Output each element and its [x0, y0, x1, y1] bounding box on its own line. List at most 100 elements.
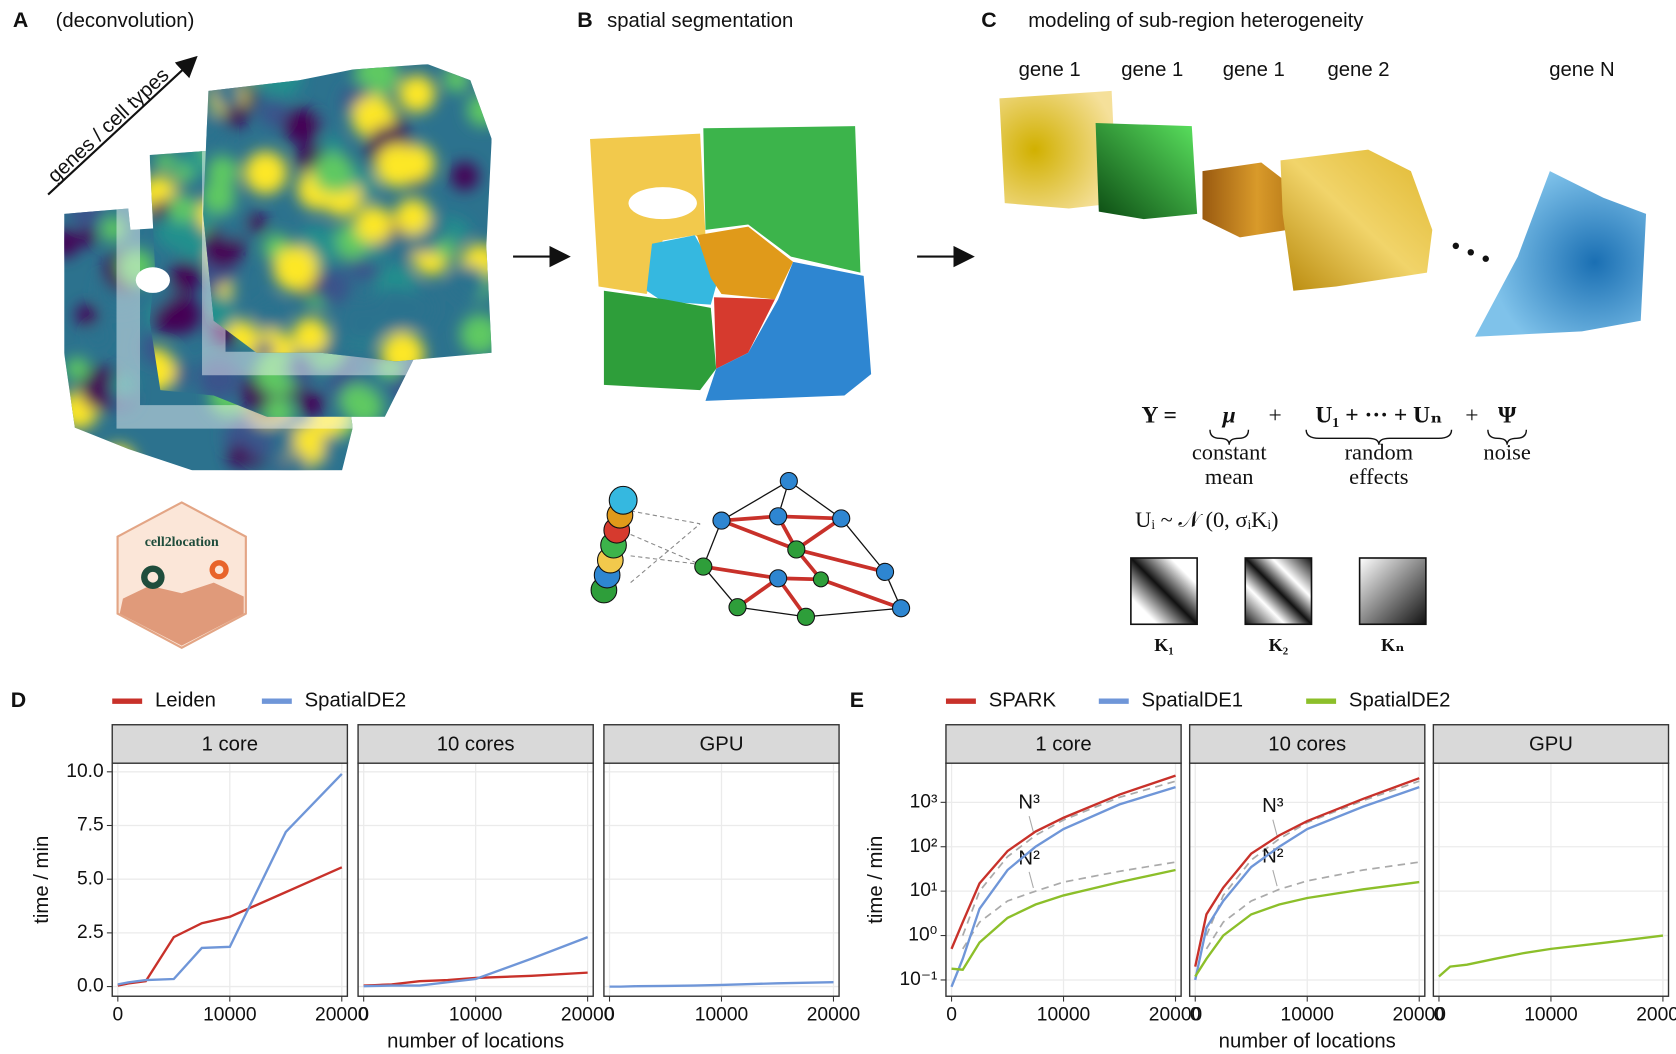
gene-label: gene 2	[1327, 59, 1389, 81]
eq-caption: effects	[1349, 464, 1408, 489]
x-tick-label: 0	[1434, 1005, 1445, 1026]
y-tick-label: 10⁰	[908, 925, 937, 946]
x-tick-label: 0	[604, 1005, 615, 1026]
heatmap-blob	[451, 162, 479, 190]
y-axis-label: time / min	[865, 836, 887, 924]
heatmap-blob	[398, 290, 436, 328]
x-tick-label: 10000	[449, 1005, 502, 1026]
heatmap-blob	[68, 191, 104, 227]
y-tick-label: 2.5	[77, 922, 104, 943]
heatmap-blob	[467, 65, 488, 86]
heatmap-blob	[244, 151, 287, 194]
heatmap-blob	[395, 198, 431, 234]
heatmap-blob	[169, 261, 201, 293]
eq-plus: +	[1269, 402, 1282, 428]
heatmap-blob	[383, 234, 412, 263]
heatmap-blob	[212, 78, 242, 108]
panel-title: (deconvolution)	[56, 10, 195, 32]
y-axis-label: time / min	[31, 836, 53, 924]
heatmap-blob	[375, 144, 419, 188]
heatmap-blob	[253, 432, 275, 454]
heatmap-blob	[286, 453, 308, 475]
gene-label: gene 1	[1019, 59, 1081, 81]
x-tick-label: 10000	[1281, 1005, 1334, 1026]
facet-title: 1 core	[1035, 733, 1091, 755]
eq-caption: noise	[1483, 439, 1530, 464]
heatmap-blob	[260, 56, 302, 98]
heatmap-blob	[76, 304, 98, 326]
legend-label: Leiden	[155, 690, 216, 712]
x-tick-label: 0	[1190, 1005, 1201, 1026]
heatmap-blob	[194, 116, 225, 147]
panel-label: B	[577, 8, 592, 32]
eq-random: U₁ + ··· + Uₙ	[1315, 402, 1442, 428]
panel-title: modeling of sub-region heterogeneity	[1028, 10, 1364, 32]
x-axis-label: number of locations	[387, 1031, 564, 1053]
facet-title: GPU	[1529, 733, 1573, 755]
heatmap-blob	[313, 153, 353, 193]
heatmap-blob	[460, 314, 500, 354]
x-tick-label: 0	[112, 1005, 123, 1026]
graph-diagram	[591, 472, 910, 625]
heatmap-blob	[247, 213, 267, 233]
annotation: N³	[1262, 795, 1284, 817]
facet-title: 1 core	[202, 733, 258, 755]
y-tick-label: 7.5	[77, 815, 104, 836]
heatmap-blob	[227, 445, 250, 468]
facet-title: 10 cores	[1268, 733, 1346, 755]
heatmap-blob	[51, 437, 77, 463]
heatmap-blob	[101, 445, 135, 479]
hole	[136, 267, 170, 293]
gene-label: gene N	[1549, 59, 1614, 81]
eq-plus: +	[1465, 402, 1478, 428]
heatmap-layer	[189, 45, 501, 376]
y-tick-label: 10²	[910, 836, 938, 857]
heatmap-blob	[207, 156, 238, 187]
eq-caption: constant	[1192, 439, 1268, 464]
heatmap-blob	[174, 164, 193, 183]
heatmap-blob	[298, 391, 324, 417]
facet-title: 10 cores	[437, 733, 515, 755]
kernel-label: Kₙ	[1381, 635, 1405, 655]
x-tick-label: 10000	[203, 1005, 256, 1026]
heatmap-blob	[169, 195, 197, 223]
x-tick-label: 10000	[1524, 1005, 1577, 1026]
heatmap-blob	[444, 67, 469, 92]
y-tick-label: 0.0	[77, 976, 104, 997]
panel-label: D	[11, 688, 26, 712]
y-tick-label: 10⁻¹	[899, 969, 937, 990]
x-tick-label: 20000	[807, 1005, 860, 1026]
y-tick-label: 5.0	[77, 868, 104, 889]
heatmap-blob	[292, 318, 328, 354]
eq-noise: Ψ	[1498, 402, 1517, 428]
legend-label: SPARK	[989, 690, 1057, 712]
x-tick-label: 10000	[695, 1005, 748, 1026]
heatmap-blob	[273, 246, 318, 291]
heatmap-blob	[77, 227, 97, 247]
eq-prior: Uᵢ ~ 𝒩 (0, σᵢKᵢ)	[1135, 507, 1278, 532]
y-tick-label: 10.0	[66, 761, 103, 782]
kernel-label: K₁	[1154, 635, 1174, 655]
segmentation-map	[590, 126, 871, 401]
eq-mean: μ	[1222, 402, 1236, 428]
logo-text: cell2location	[145, 535, 219, 550]
kernel-label: K₂	[1269, 635, 1289, 655]
kernel	[1131, 558, 1197, 624]
y-tick-label: 10¹	[910, 880, 938, 901]
facet-title: GPU	[700, 733, 744, 755]
legend-label: SpatialDE2	[305, 690, 407, 712]
heatmap-blob	[283, 108, 319, 144]
heatmap-blob	[65, 357, 89, 381]
panel-title: spatial segmentation	[607, 10, 793, 32]
eq-lhs: Y =	[1142, 402, 1177, 428]
panel-label: A	[13, 8, 28, 32]
legend-label: SpatialDE2	[1349, 690, 1451, 712]
heatmap-blob	[217, 210, 246, 239]
kernel	[1245, 558, 1311, 624]
x-tick-label: 20000	[1636, 1005, 1676, 1026]
heatmap-blob	[255, 300, 284, 329]
eq-caption: random	[1345, 439, 1414, 464]
heatmap-blob	[467, 94, 500, 127]
heatmap-blob	[436, 239, 456, 259]
kernel	[1360, 558, 1426, 624]
